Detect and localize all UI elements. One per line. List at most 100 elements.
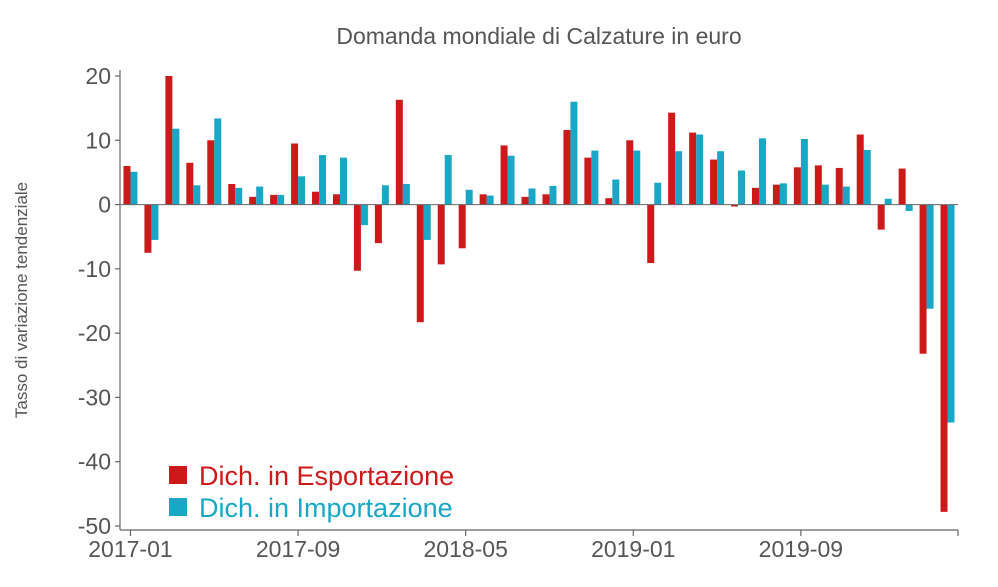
x-tick-label: 2017-01 [88,536,172,562]
y-tick-label: 0 [98,192,111,218]
bar-esportazione-2018-05 [458,204,466,249]
bar-importazione-2017-01 [130,171,138,205]
bar-esportazione-2018-02 [395,99,403,205]
bar-esportazione-2018-06 [479,194,487,205]
legend-swatch-importazione [169,498,187,516]
bar-importazione-2018-06 [486,195,494,205]
bar-esportazione-2019-02 [647,204,655,264]
bar-importazione-2017-07 [256,186,264,205]
bar-importazione-2018-01 [381,185,389,205]
bar-esportazione-2017-01 [123,166,131,205]
bar-esportazione-2017-07 [249,196,257,205]
bar-importazione-2017-08 [277,194,285,205]
bar-esportazione-2019-12 [856,134,864,205]
bar-importazione-2018-09 [549,185,557,205]
x-tick-label: 2019-01 [591,536,675,562]
bar-importazione-2017-04 [193,185,201,205]
bar-importazione-2019-05 [717,151,725,205]
bar-esportazione-2017-05 [207,140,215,205]
bar-esportazione-2017-09 [291,143,299,205]
bar-esportazione-2017-10 [312,191,320,205]
bar-importazione-2020-04 [947,204,955,423]
bar-esportazione-2017-08 [270,194,278,205]
bar-esportazione-2017-03 [165,76,173,205]
bar-esportazione-2019-06 [731,204,739,207]
x-tick-label: 2019-09 [759,536,843,562]
bar-importazione-2018-11 [591,150,599,205]
bar-esportazione-2017-11 [332,194,340,205]
bar-importazione-2019-12 [863,149,871,205]
bar-importazione-2018-03 [423,204,431,240]
bar-importazione-2017-05 [214,118,222,205]
bar-importazione-2018-04 [444,155,452,205]
bar-importazione-2019-04 [696,134,704,205]
x-tick-label: 2018-05 [423,536,507,562]
x-tick-label: 2017-09 [256,536,340,562]
bar-esportazione-2018-11 [584,157,592,205]
bar-esportazione-2018-01 [374,204,382,244]
bar-importazione-2018-07 [507,155,515,205]
bar-importazione-2019-08 [779,183,787,205]
bar-esportazione-2020-01 [877,204,885,230]
bar-importazione-2017-02 [151,204,159,240]
bar-esportazione-2019-08 [772,184,780,205]
bar-esportazione-2019-05 [710,159,718,205]
bar-importazione-2018-10 [570,101,578,205]
bar-esportazione-2019-10 [814,165,822,205]
y-tick-label: 20 [85,63,111,89]
bar-esportazione-2017-06 [228,184,236,205]
bar-esportazione-2017-02 [144,204,152,253]
y-tick-label: -50 [78,513,111,539]
y-tick-label: -30 [78,384,111,410]
legend-swatch-esportazione [169,466,187,484]
y-tick-label: 10 [85,127,111,153]
bar-esportazione-2019-09 [793,167,801,205]
bar-esportazione-2020-04 [940,204,948,512]
legend-label-importazione: Dich. in Importazione [199,493,453,523]
legend-label-esportazione: Dich. in Esportazione [199,461,454,491]
bars-group [123,76,955,512]
bar-importazione-2019-09 [800,139,808,205]
bar-importazione-2019-02 [654,182,662,205]
bar-importazione-2018-12 [612,179,620,205]
bar-importazione-2019-11 [842,186,850,205]
bar-importazione-2019-10 [821,184,829,205]
bar-importazione-2017-12 [360,204,368,226]
bar-esportazione-2018-12 [605,198,613,205]
bar-esportazione-2018-03 [416,204,424,323]
y-tick-label: -10 [78,256,111,282]
bar-esportazione-2017-04 [186,162,194,205]
bar-esportazione-2019-03 [668,112,676,205]
bar-importazione-2019-03 [675,151,683,205]
bar-esportazione-2019-07 [751,187,759,205]
bar-esportazione-2019-01 [626,140,634,205]
bar-esportazione-2020-02 [898,168,906,205]
bar-esportazione-2019-11 [835,167,843,205]
bar-importazione-2020-03 [926,204,934,309]
bar-esportazione-2018-04 [437,204,445,265]
bar-esportazione-2018-10 [563,130,571,205]
bar-importazione-2019-01 [633,150,641,205]
bar-importazione-2018-02 [402,184,410,205]
bar-importazione-2020-02 [905,204,913,211]
bar-importazione-2018-05 [465,189,473,205]
bar-esportazione-2018-08 [521,196,529,205]
bar-importazione-2017-10 [319,155,327,205]
chart-title: Domanda mondiale di Calzature in euro [336,23,741,49]
bar-importazione-2018-08 [528,188,536,205]
y-tick-label: -40 [78,449,111,475]
bar-importazione-2017-06 [235,187,243,205]
bar-importazione-2017-09 [298,176,306,205]
bar-importazione-2017-03 [172,128,180,205]
bar-esportazione-2018-09 [542,194,550,205]
y-axis-label: Tasso di variazione tendenziale [12,182,31,418]
bar-importazione-2020-01 [884,198,892,205]
bar-esportazione-2020-03 [919,204,927,354]
y-tick-label: -20 [78,320,111,346]
bar-esportazione-2017-12 [353,204,361,271]
bar-esportazione-2019-04 [689,132,697,205]
bar-importazione-2019-06 [738,170,746,205]
